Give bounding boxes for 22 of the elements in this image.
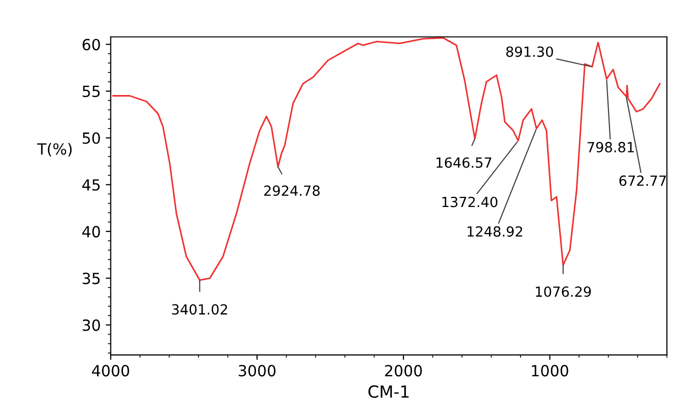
y-axis-title: T(%) xyxy=(37,142,72,157)
y-tick-label: 50 xyxy=(82,132,100,144)
annotation: 1646.57 xyxy=(436,157,492,168)
annotation: 1076.29 xyxy=(536,286,591,297)
y-tick-label: 55 xyxy=(82,86,100,98)
y-tick-label: 45 xyxy=(82,179,100,191)
x-tick-label: 3000 xyxy=(238,364,276,376)
y-tick-label: 30 xyxy=(82,319,100,331)
y-tick-label: 40 xyxy=(82,226,100,238)
annotation: 1248.92 xyxy=(468,226,522,237)
annotation: 672.77 xyxy=(619,175,666,186)
annotation: 891.30 xyxy=(506,46,553,57)
x-axis-title: CM-1 xyxy=(368,385,409,398)
x-tick-label: 2000 xyxy=(385,364,422,376)
annotation: 2924.78 xyxy=(264,185,320,196)
x-tick-label: 1000 xyxy=(532,364,568,376)
annotation: 798.81 xyxy=(588,142,634,152)
y-tick-label: 60 xyxy=(82,38,100,50)
annotation: 3401.02 xyxy=(172,304,228,315)
annotation: 1372.40 xyxy=(442,196,498,208)
x-tick-label: 4000 xyxy=(92,364,130,376)
y-tick-label: 35 xyxy=(82,272,100,284)
